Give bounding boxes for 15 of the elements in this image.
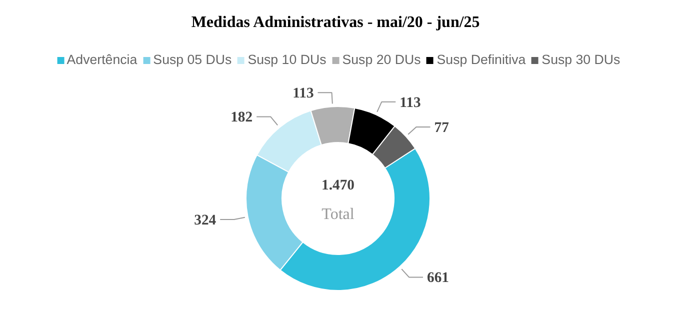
chart-title: Medidas Administrativas - mai/20 - jun/25 <box>191 14 480 31</box>
legend-label: Susp 20 DUs <box>342 52 421 67</box>
data-label: 113 <box>292 86 314 102</box>
data-label: 77 <box>434 120 449 136</box>
data-label: 182 <box>230 110 253 126</box>
legend-label: Advertência <box>66 52 138 67</box>
legend-label: Susp 05 DUs <box>153 52 232 67</box>
legend-label: Susp Definitiva <box>436 52 526 67</box>
legend-label: Susp 10 DUs <box>248 52 326 67</box>
data-label: 661 <box>427 270 449 286</box>
legend-label: Susp 30 DUs <box>542 52 620 67</box>
text: Total <box>322 206 355 223</box>
data-label: 324 <box>194 212 217 229</box>
data-label: 113 <box>400 94 421 111</box>
text: 1.470 <box>322 178 354 194</box>
